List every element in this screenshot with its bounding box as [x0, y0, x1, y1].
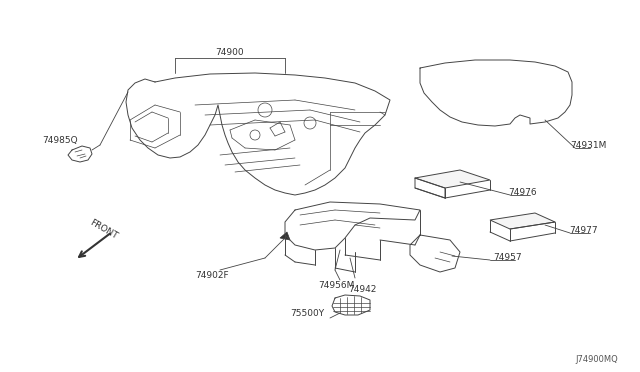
Text: 74942: 74942 — [348, 285, 376, 295]
Text: 74956M: 74956M — [318, 280, 355, 289]
Polygon shape — [490, 213, 555, 229]
Text: 74985Q: 74985Q — [42, 135, 77, 144]
Text: 75500Y: 75500Y — [290, 308, 324, 317]
Text: 74976: 74976 — [508, 187, 536, 196]
Polygon shape — [415, 170, 490, 188]
Text: 74977: 74977 — [569, 225, 598, 234]
Text: 74902F: 74902F — [195, 270, 228, 279]
Text: 74900: 74900 — [215, 48, 244, 57]
Text: J74900MQ: J74900MQ — [575, 356, 618, 365]
Text: FRONT: FRONT — [88, 218, 118, 241]
Text: 74957: 74957 — [493, 253, 522, 262]
Polygon shape — [280, 232, 290, 240]
Text: 74931M: 74931M — [570, 141, 606, 150]
